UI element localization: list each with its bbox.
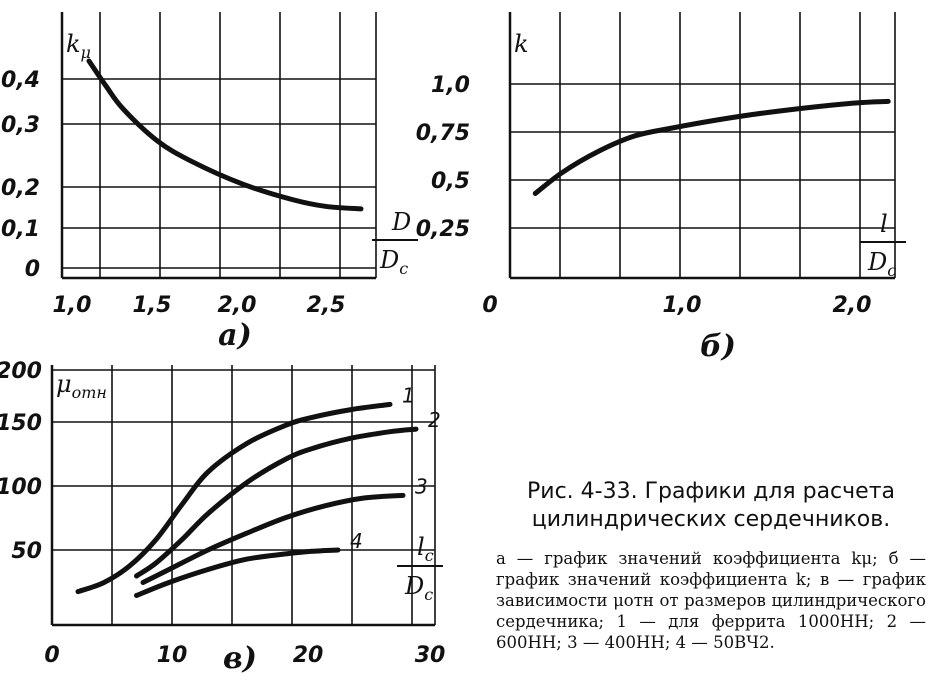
- series-line-2: [134, 426, 419, 579]
- series-label: 4: [350, 529, 363, 553]
- x-tick-label: 0: [44, 643, 59, 668]
- chart-panel-1: 1,0 1,5 2,0 2,5 0 0,1 0,2 0,3 0,4 kμ D Dc а): [1, 12, 418, 353]
- x-tick-label: 2,5: [307, 293, 346, 318]
- y-tick-label: 1,0: [431, 73, 470, 98]
- y-tick-label: 50: [11, 539, 42, 564]
- x-tick-label: 30: [415, 643, 446, 668]
- y-tick-label: 0,2: [1, 176, 40, 201]
- y-axis-label: k: [514, 30, 529, 58]
- panel-label: б): [700, 329, 736, 364]
- series-line-4: [134, 547, 341, 598]
- y-tick-label: 150: [0, 411, 42, 436]
- y-tick-label: 200: [0, 359, 42, 384]
- y-tick-label: 0,5: [431, 169, 470, 194]
- series-line-1: [532, 98, 891, 197]
- x-axis-label-numerator: l: [880, 210, 888, 238]
- series-label: 1: [402, 383, 415, 407]
- x-tick-label: 20: [293, 643, 324, 668]
- chart-panel-2: 0 1,0 2,0 0,25 0,5 0,75 1,0 k l Dc б): [416, 12, 906, 364]
- series-line-3: [140, 492, 406, 585]
- series-label: 3: [415, 474, 428, 498]
- y-tick-label: 100: [0, 475, 42, 500]
- y-tick-label: 0,25: [416, 217, 470, 242]
- caption-title: Рис. 4-33. Графики для расчета цилиндрич…: [527, 479, 895, 532]
- x-axis-label-denominator: Dc: [867, 248, 896, 280]
- x-tick-label: 1,5: [133, 293, 172, 318]
- x-tick-label: 2,0: [218, 293, 257, 318]
- x-tick-label: 2,0: [833, 293, 872, 318]
- series-label: 2: [428, 408, 441, 432]
- y-tick-label: 0: [25, 257, 40, 282]
- x-axis-label-numerator: lc: [417, 533, 434, 565]
- y-axis-label: μотн: [56, 370, 107, 402]
- chart-panel-3: 0 10 20 30 50 100 150 200 μотн lc Dc 12 3 4 в): [0, 359, 445, 676]
- x-axis-label-denominator: Dc: [379, 246, 408, 278]
- panel-label: а): [218, 318, 252, 353]
- x-tick-label: 10: [157, 643, 188, 668]
- y-tick-label: 0,1: [1, 217, 40, 242]
- x-tick-label: 1,0: [53, 293, 92, 318]
- x-axis-label-denominator: Dc: [404, 572, 433, 604]
- caption-text: а — график значений коэффициента kμ; б —…: [496, 549, 926, 652]
- y-axis-label: kμ: [66, 30, 91, 62]
- x-tick-label: 0: [482, 293, 497, 318]
- x-tick-label: 1,0: [663, 293, 702, 318]
- series-line-1: [75, 401, 393, 595]
- series-line-1: [86, 58, 364, 212]
- y-tick-label: 0,4: [1, 68, 40, 93]
- y-tick-label: 0,3: [1, 113, 40, 138]
- y-tick-label: 0,75: [416, 121, 470, 146]
- panel-label: в): [223, 641, 257, 676]
- x-axis-label-numerator: D: [391, 208, 411, 236]
- figure-caption: Рис. 4-33. Графики для расчета цилиндрич…: [496, 478, 926, 653]
